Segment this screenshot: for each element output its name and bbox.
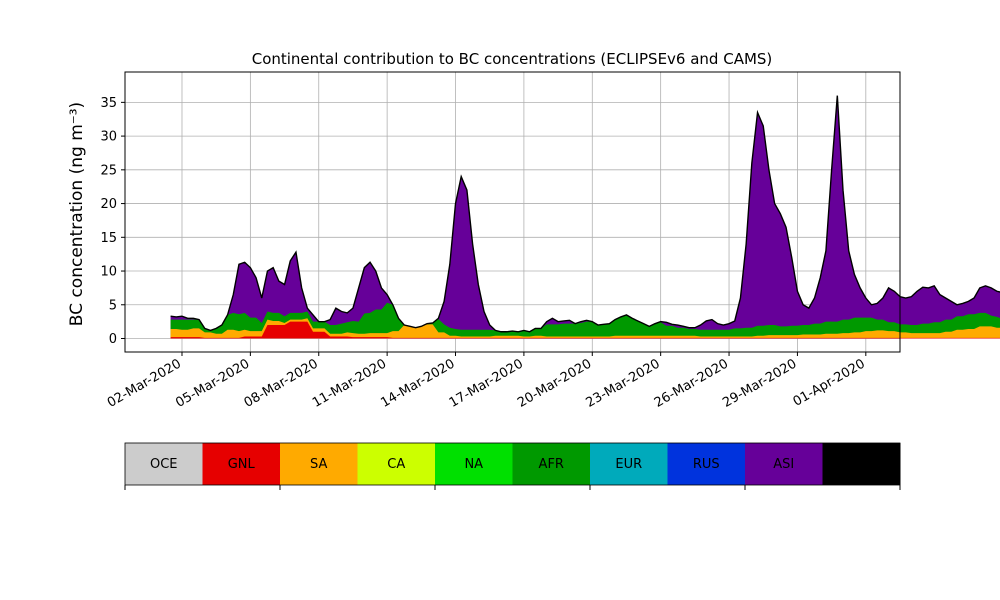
colorbar-frame bbox=[124, 442, 901, 486]
x-tick-label: 29-Mar-2020 bbox=[720, 356, 799, 410]
colorbar-swatch-afr bbox=[512, 443, 591, 485]
area-asi bbox=[170, 95, 1000, 339]
colorbar-label-sa: SA bbox=[310, 457, 327, 472]
colorbar-swatch-aus bbox=[822, 443, 901, 485]
plot-frame bbox=[124, 71, 901, 353]
colorbar-label-oce: OCE bbox=[150, 457, 178, 472]
x-tick-label: 02-Mar-2020 bbox=[105, 356, 184, 410]
colorbar-swatch-na bbox=[435, 443, 513, 485]
colorbar-swatch-asi bbox=[745, 443, 823, 485]
area-sa bbox=[170, 318, 1000, 339]
stacked-areas bbox=[170, 95, 1000, 339]
x-tick-label: 01-Apr-2020 bbox=[791, 356, 868, 409]
colorbar-label-asi: ASI bbox=[773, 457, 794, 472]
colorbar-swatch-gnl bbox=[202, 443, 281, 485]
colorbar-label-rus: RUS bbox=[693, 457, 720, 472]
x-tick-label: 20-Mar-2020 bbox=[515, 356, 594, 410]
y-tick-label: 5 bbox=[109, 298, 117, 313]
colorbar-label-eur: EUR bbox=[615, 457, 642, 472]
colorbar-label-na: NA bbox=[464, 457, 483, 472]
colorbar-swatch-eur bbox=[590, 443, 668, 485]
colorbar-swatch-ca bbox=[357, 443, 436, 485]
x-tick-label: 14-Mar-2020 bbox=[378, 356, 457, 410]
area-gnl bbox=[170, 321, 1000, 339]
x-tick-label: 05-Mar-2020 bbox=[173, 356, 252, 410]
colorbar-label-afr: AFR bbox=[539, 457, 564, 472]
y-tick-label: 35 bbox=[100, 96, 117, 111]
x-tick-label: 11-Mar-2020 bbox=[310, 356, 389, 410]
x-tick-label: 23-Mar-2020 bbox=[584, 356, 663, 410]
colorbar-swatch-sa bbox=[280, 443, 358, 485]
y-tick-label: 0 bbox=[109, 332, 117, 347]
y-tick-label: 15 bbox=[100, 231, 117, 246]
y-tick-label: 25 bbox=[100, 163, 117, 178]
colorbar-label-ca: CA bbox=[387, 457, 405, 472]
colorbar-label-gnl: GNL bbox=[228, 457, 256, 472]
colorbar-swatch-rus bbox=[667, 443, 746, 485]
x-tick-label: 08-Mar-2020 bbox=[242, 356, 321, 410]
x-tick-label: 17-Mar-2020 bbox=[447, 356, 526, 410]
colorbar-swatch-oce bbox=[125, 443, 203, 485]
y-tick-label: 30 bbox=[100, 130, 117, 145]
x-tick-label: 26-Mar-2020 bbox=[652, 356, 731, 410]
chart-title: Continental contribution to BC concentra… bbox=[252, 50, 773, 68]
colorbar: OCE GNL SA CA NA AFR EUR RUS ASI AUS bbox=[124, 442, 901, 490]
y-axis-label: BC concentration (ng m⁻³) bbox=[67, 102, 87, 326]
total-line bbox=[170, 95, 1000, 333]
area-afr bbox=[170, 302, 1000, 339]
y-tick-label: 20 bbox=[100, 197, 117, 212]
colorbar-label-aus: AUS bbox=[848, 457, 875, 472]
y-tick-label: 10 bbox=[100, 265, 117, 280]
